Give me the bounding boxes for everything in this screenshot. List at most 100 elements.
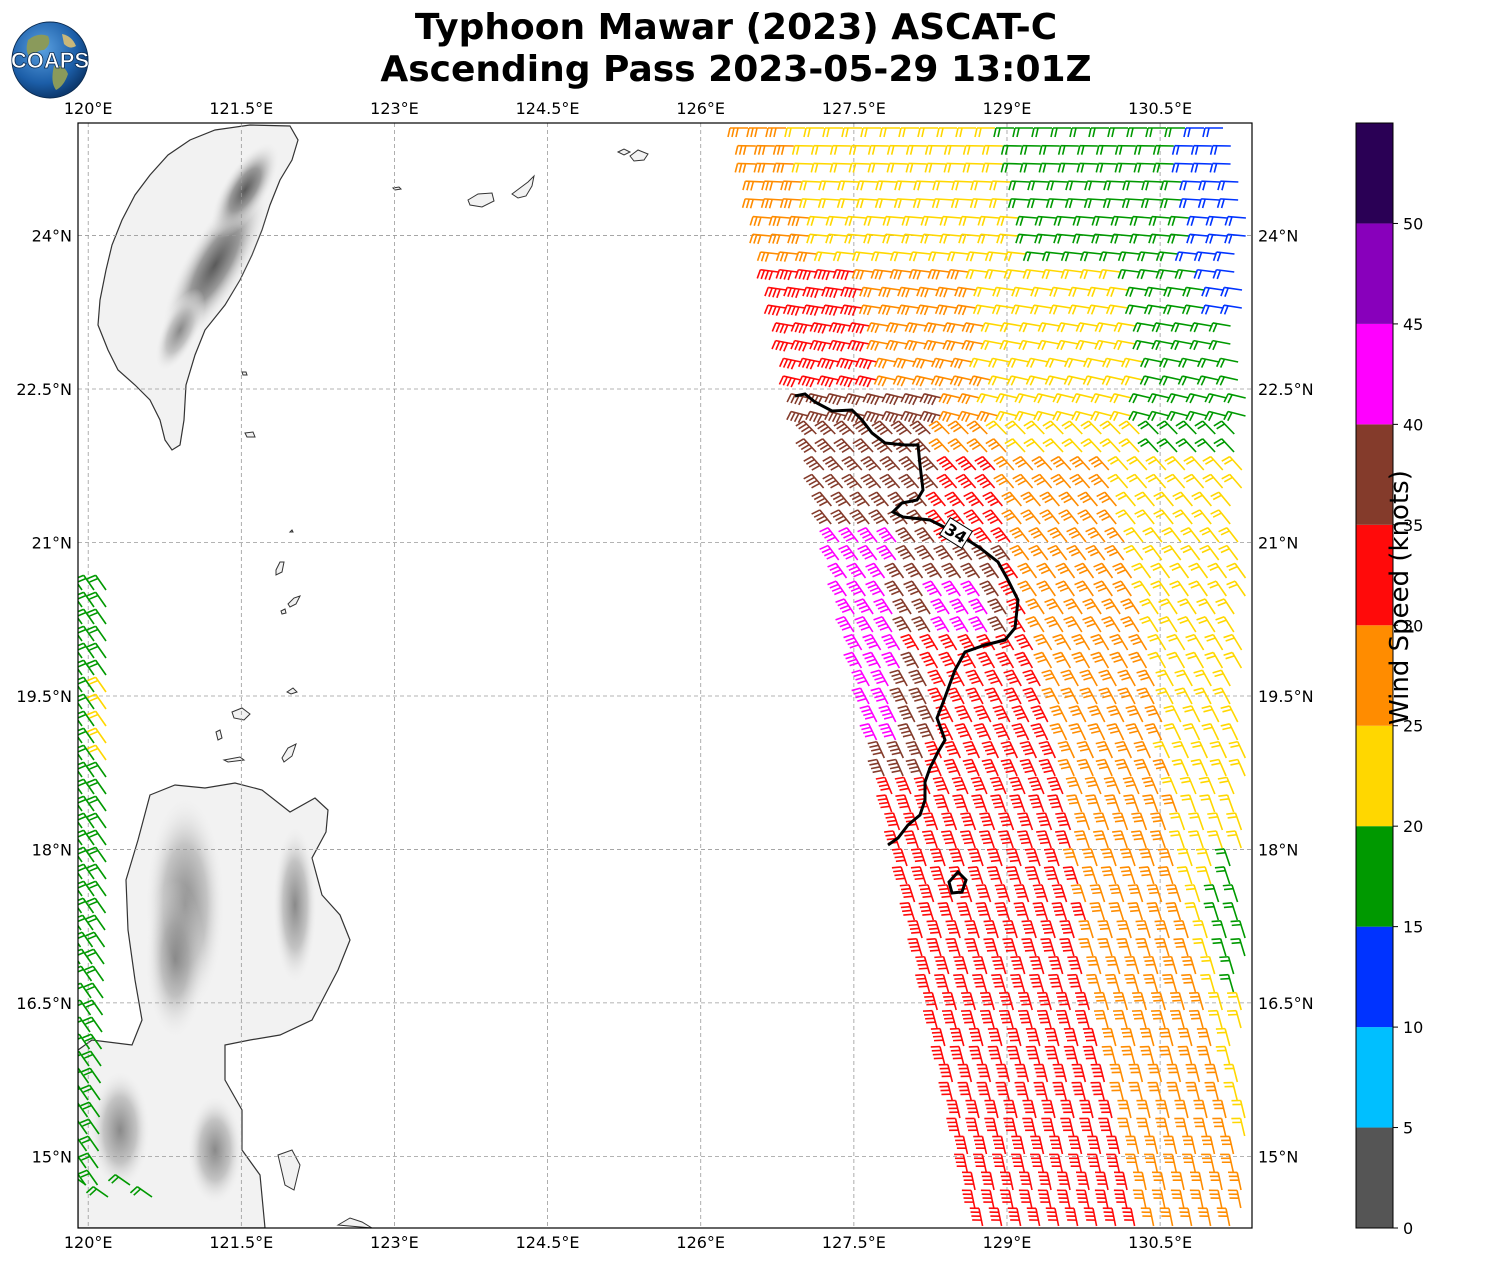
wind-barb	[996, 215, 1018, 226]
wind-barb	[1056, 339, 1079, 351]
wind-barb	[819, 527, 840, 543]
lon-tick-label-top: 126°E	[676, 99, 725, 118]
wind-barb	[1112, 580, 1132, 597]
wind-barb	[1210, 491, 1231, 507]
wind-barb	[822, 127, 843, 138]
wind-barb	[827, 562, 848, 579]
wind-barb	[911, 598, 931, 615]
wind-barb	[1159, 357, 1182, 368]
wind-barb	[1142, 527, 1163, 543]
wind-barb	[953, 304, 976, 316]
wind-barb	[847, 339, 870, 352]
wind-barb	[1001, 491, 1022, 507]
wind-barb	[1190, 162, 1212, 173]
wind-barb	[895, 544, 916, 561]
wind-barb	[1015, 233, 1037, 244]
wind-barb	[1208, 339, 1231, 351]
wind-barb	[958, 215, 980, 226]
wind-barb	[1028, 544, 1049, 561]
wind-barb	[1166, 410, 1189, 422]
wind-barb	[1171, 144, 1193, 155]
wind-barb	[1161, 527, 1182, 543]
wind-barb	[761, 180, 783, 191]
wind-barb	[1136, 268, 1159, 280]
wind-barb	[1048, 304, 1071, 315]
wind-barb	[965, 251, 988, 262]
wind-barb	[801, 304, 824, 316]
wind-barb	[1012, 455, 1034, 471]
wind-barb	[1076, 162, 1098, 173]
lon-tick-label-top: 130.5°E	[1128, 99, 1192, 118]
wind-barb	[911, 375, 935, 387]
wind-barb	[1132, 339, 1155, 351]
wind-barb	[991, 304, 1014, 315]
wind-barb	[1169, 562, 1190, 579]
wind-barb	[979, 562, 1000, 579]
wind-barb	[930, 375, 954, 387]
wind-barb	[816, 375, 840, 388]
wind-barb	[855, 198, 878, 209]
wind-barb	[1155, 268, 1178, 280]
wind-barb	[1124, 304, 1147, 315]
wind-barb	[848, 144, 870, 155]
wind-barb	[987, 375, 1011, 386]
wind-barb	[857, 544, 878, 561]
wind-barb	[1210, 509, 1231, 525]
wind-barb	[1014, 393, 1037, 404]
wind-barb	[988, 357, 1011, 368]
wind-barb	[961, 322, 984, 334]
wind-barb	[1069, 127, 1090, 138]
wind-barb	[1031, 473, 1053, 489]
wind-barb	[951, 180, 973, 191]
wind-barb	[811, 509, 832, 525]
wind-barb	[941, 562, 962, 579]
wind-barb	[768, 233, 790, 245]
wind-barb	[942, 322, 965, 334]
wind-barb	[1182, 286, 1205, 297]
wind-barb	[1202, 473, 1224, 489]
lon-tick-label-top: 123°E	[370, 99, 419, 118]
lon-tick-label-bottom: 129°E	[983, 1233, 1032, 1252]
wind-barb	[1071, 393, 1094, 404]
wind-barb	[1162, 304, 1185, 315]
wind-barb	[1098, 268, 1121, 280]
wind-barb	[810, 144, 832, 155]
wind-barb	[1209, 162, 1231, 173]
wind-barb	[879, 473, 901, 489]
wind-barb	[830, 491, 851, 507]
wind-barb	[734, 162, 756, 173]
wind-barb	[920, 233, 942, 244]
wind-barb	[813, 268, 836, 281]
wind-barb	[787, 233, 809, 245]
wind-barb	[923, 322, 946, 334]
wind-barb	[897, 286, 920, 298]
wind-barb	[810, 162, 832, 173]
wind-barb	[957, 393, 980, 405]
wind-barb	[919, 393, 942, 406]
wind-barb	[1114, 162, 1136, 173]
wind-barb	[856, 180, 878, 191]
wind-barb	[841, 127, 862, 138]
wind-barb	[950, 357, 973, 369]
wind-barb	[1151, 339, 1174, 351]
wind-barb	[1204, 393, 1227, 404]
wind-barb	[927, 268, 950, 280]
wind-barb	[1159, 198, 1182, 209]
wind-barb	[1090, 393, 1113, 404]
wind-barb	[734, 144, 756, 155]
wind-barb	[1014, 410, 1037, 422]
wind-barb	[981, 144, 1003, 155]
wind-barb	[1069, 455, 1091, 471]
wind-barb	[1107, 473, 1129, 489]
wind-barb	[1082, 375, 1106, 386]
wind-barb	[973, 286, 996, 297]
lon-tick-label-top: 120°E	[64, 99, 113, 118]
wind-barb	[1199, 544, 1220, 561]
wind-barb	[1041, 251, 1064, 262]
wind-barb	[849, 509, 870, 525]
wind-barb	[1208, 322, 1231, 333]
wind-barb	[1183, 455, 1205, 471]
luzon-landmass	[78, 782, 373, 1228]
wind-barb	[1136, 251, 1159, 262]
